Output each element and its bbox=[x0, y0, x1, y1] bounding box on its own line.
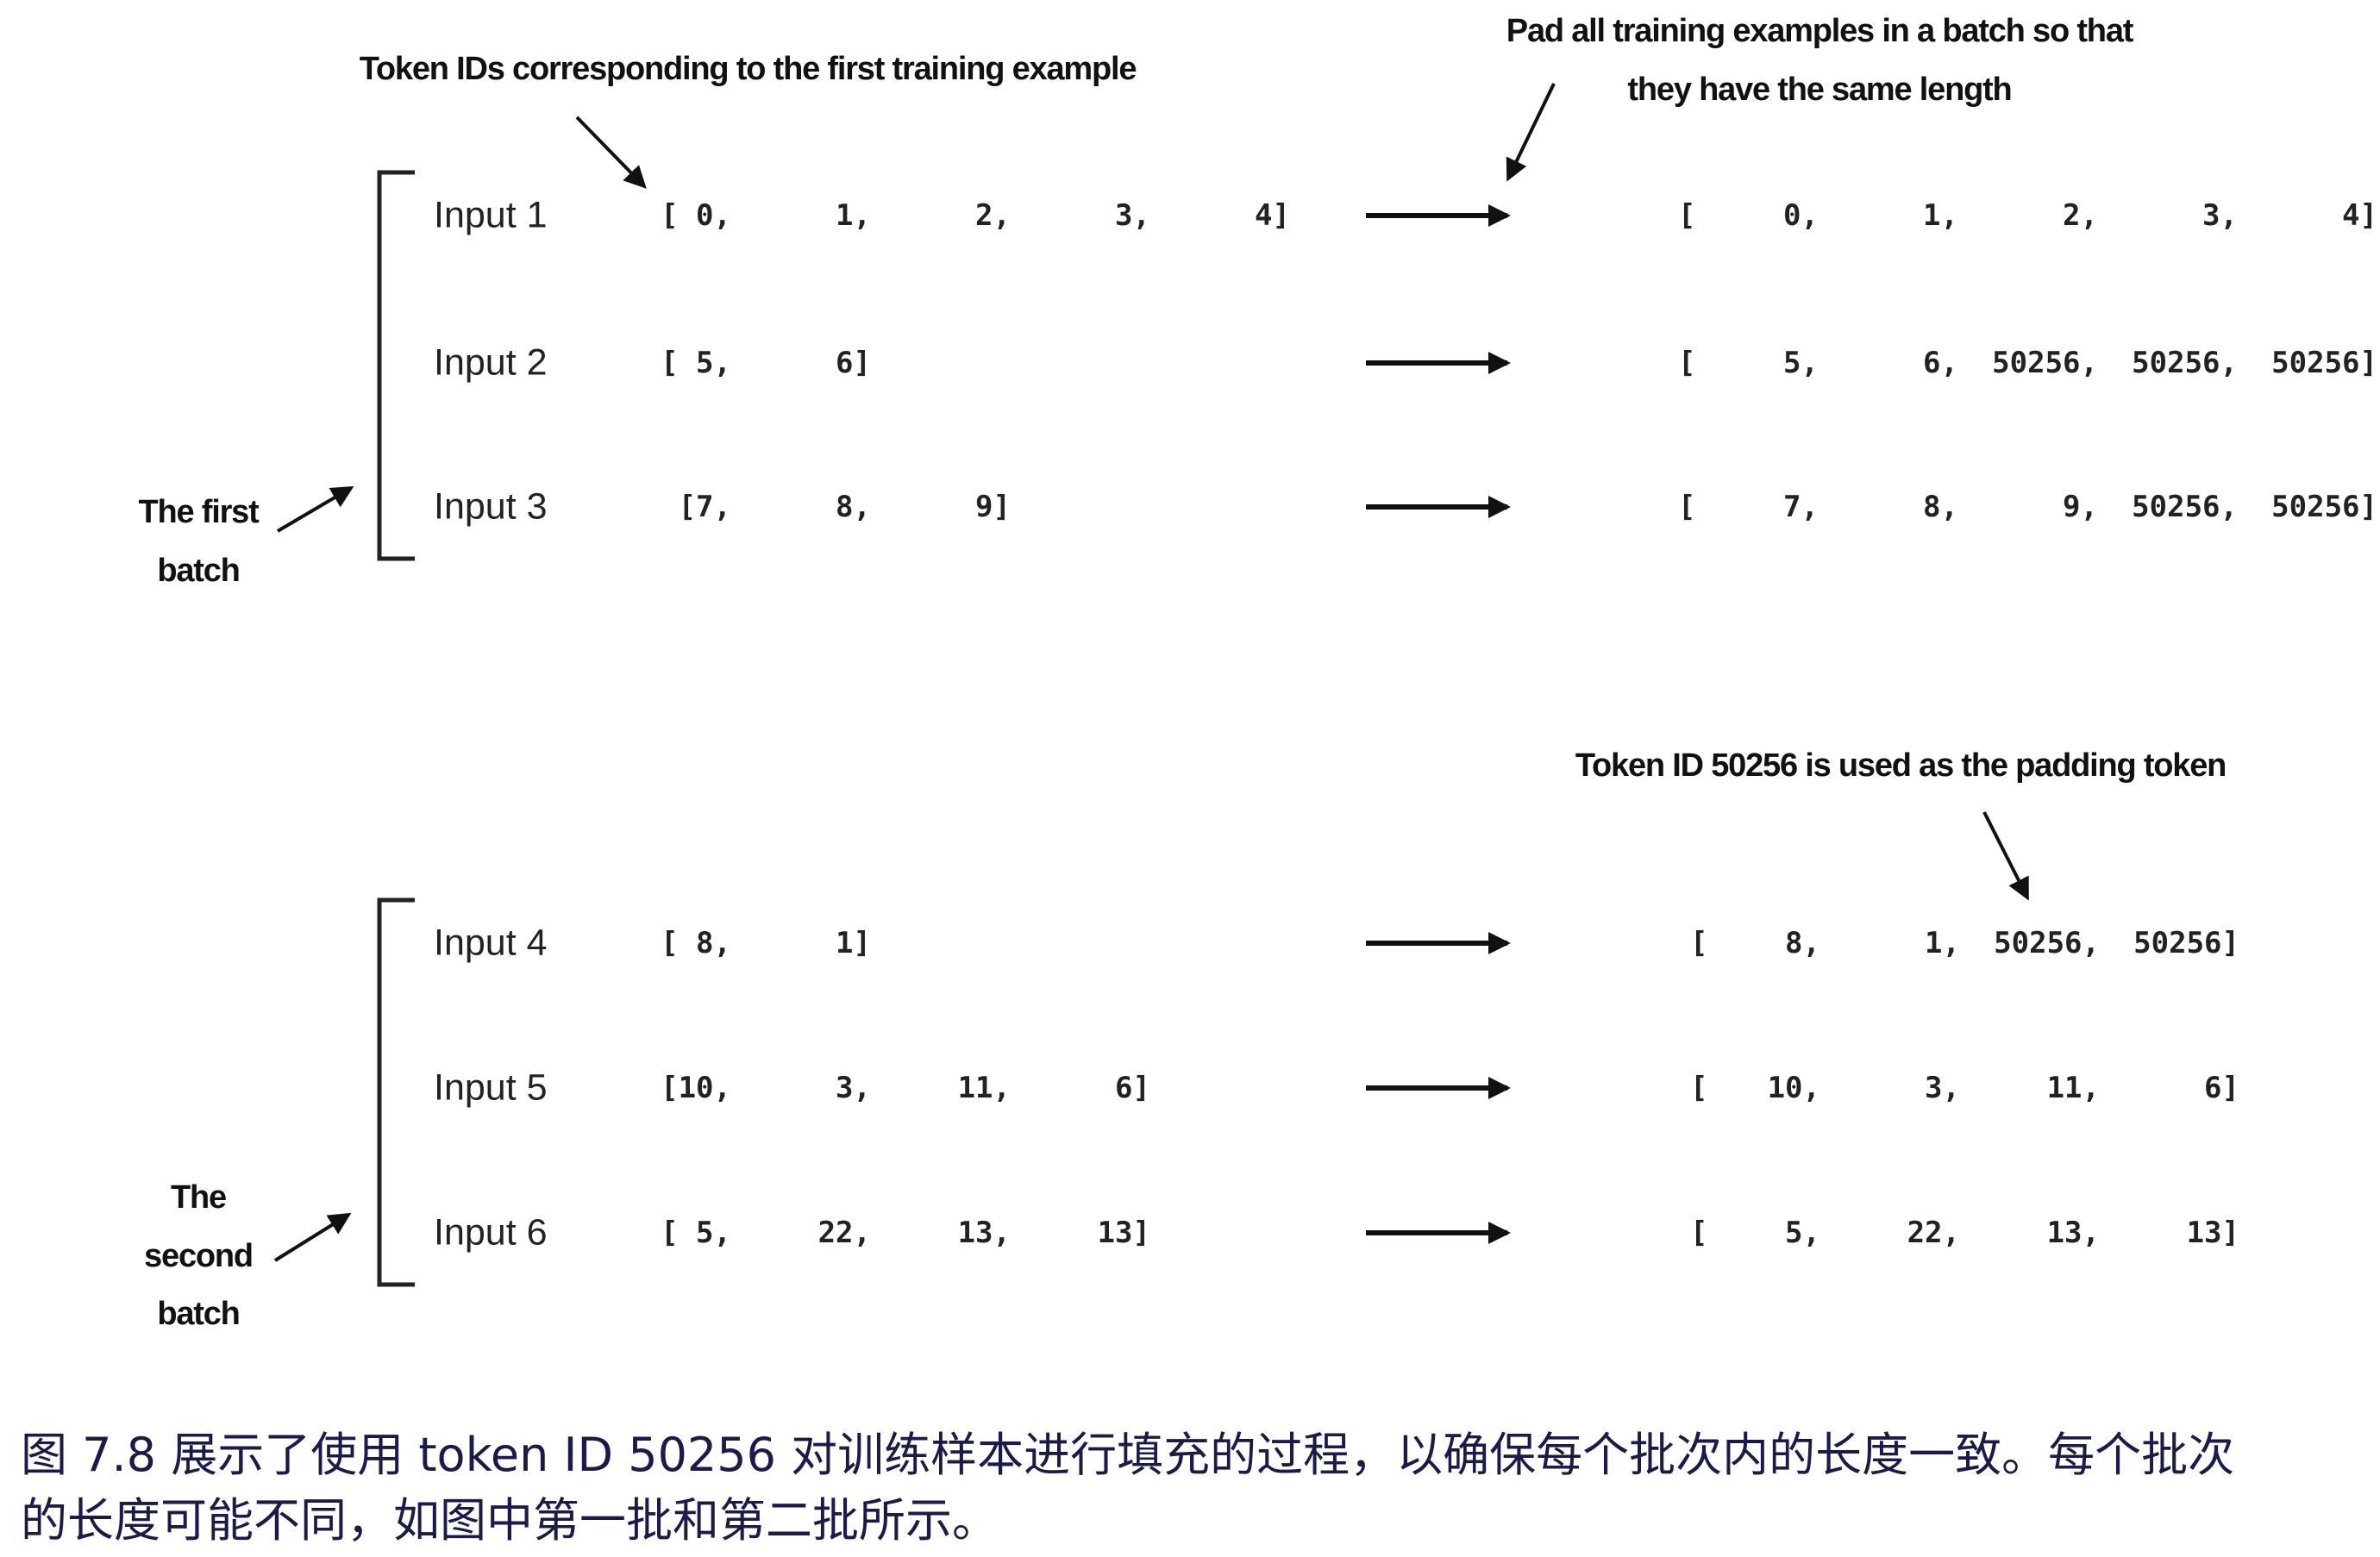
padded-token: 8, bbox=[1923, 490, 1958, 524]
padded-token: 50256, bbox=[2132, 346, 2238, 380]
padded-token: 1, bbox=[1925, 926, 1960, 960]
padded-token: 7, bbox=[1783, 490, 1819, 524]
padded-open-bracket: [ bbox=[1678, 490, 1696, 524]
input-label: Input 1 bbox=[434, 194, 548, 236]
second-batch-label-line3: batch bbox=[157, 1296, 241, 1332]
pad-pointer-arrow bbox=[1506, 83, 1556, 182]
second-batch-label-line1: The bbox=[171, 1179, 227, 1216]
first-example-pointer-arrow bbox=[575, 116, 647, 189]
first-batch-label-line1: The first bbox=[138, 494, 259, 530]
input-token: 3, bbox=[836, 1071, 871, 1105]
input-token: 9] bbox=[975, 490, 1011, 524]
input-token: 6] bbox=[1115, 1071, 1150, 1105]
input-token: 22, bbox=[817, 1216, 871, 1250]
padded-token: 5, bbox=[1785, 1216, 1820, 1250]
padded-token: 4] bbox=[2342, 198, 2377, 233]
input-token: 8, bbox=[836, 490, 871, 524]
input-label: Input 2 bbox=[434, 341, 548, 384]
padded-token: 9, bbox=[2063, 490, 2098, 524]
first-batch-pointer-arrow bbox=[276, 485, 354, 533]
input-token: 3, bbox=[1115, 198, 1150, 233]
padded-token: 2, bbox=[2063, 198, 2098, 233]
padded-token: 3, bbox=[1925, 1071, 1960, 1105]
input-label: Input 4 bbox=[434, 922, 548, 964]
padded-token: 50256] bbox=[2271, 490, 2377, 524]
first-batch-label-line2: batch bbox=[157, 553, 241, 589]
figure-caption: 图 7.8 展示了使用 token ID 50256 对训练样本进行填充的过程，… bbox=[21, 1423, 2366, 1554]
padded-token: 1, bbox=[1923, 198, 1958, 233]
input-label: Input 6 bbox=[434, 1211, 548, 1254]
input-token: 2, bbox=[975, 198, 1011, 233]
padded-token: 8, bbox=[1785, 926, 1820, 960]
padded-token: 5, bbox=[1783, 346, 1819, 380]
padded-token: 50256] bbox=[2133, 926, 2239, 960]
padded-token: 13, bbox=[2046, 1216, 2100, 1250]
input-token: [10, bbox=[661, 1071, 731, 1105]
caption-line1: 图 7.8 展示了使用 token ID 50256 对训练样本进行填充的过程，… bbox=[21, 1428, 2235, 1482]
padded-token: 50256, bbox=[1992, 346, 2098, 380]
input-token: [ 5, bbox=[661, 1216, 731, 1250]
padded-token: 50256, bbox=[2132, 490, 2238, 524]
padded-open-bracket: [ bbox=[1678, 198, 1696, 233]
input-token: 13, bbox=[957, 1216, 1011, 1250]
input-label: Input 5 bbox=[434, 1066, 548, 1109]
input-token: 1] bbox=[836, 926, 871, 960]
input-token: 11, bbox=[957, 1071, 1011, 1105]
second-batch-label-line2: second bbox=[144, 1238, 254, 1274]
padded-token: 50256, bbox=[1994, 926, 2100, 960]
input-token: 6] bbox=[836, 346, 871, 380]
padded-token: 13] bbox=[2186, 1216, 2239, 1250]
padding-token-annotation: Token ID 50256 is used as the padding to… bbox=[1575, 747, 2227, 784]
padded-token: 11, bbox=[2046, 1071, 2100, 1105]
caption-line2: 的长度可能不同，如图中第一批和第二批所示。 bbox=[21, 1493, 999, 1548]
padded-token: 6] bbox=[2204, 1071, 2239, 1105]
padding-token-pointer-arrow bbox=[1982, 811, 2029, 901]
input-token: [ 0, bbox=[661, 198, 731, 233]
padded-open-bracket: [ bbox=[1690, 926, 1708, 960]
padded-token: 3, bbox=[2202, 198, 2238, 233]
input-label: Input 3 bbox=[434, 485, 548, 528]
input-token: 1, bbox=[836, 198, 871, 233]
input-token: [ 8, bbox=[661, 926, 731, 960]
padded-open-bracket: [ bbox=[1690, 1071, 1708, 1105]
padded-token: 22, bbox=[1907, 1216, 1960, 1250]
input-token: [7, bbox=[678, 490, 731, 524]
padded-token: 6, bbox=[1923, 346, 1958, 380]
input-token: 13] bbox=[1097, 1216, 1150, 1250]
second-batch-bracket bbox=[377, 897, 415, 1287]
first-example-annotation: Token IDs corresponding to the first tra… bbox=[359, 51, 1137, 87]
pad-annotation-line1: Pad all training examples in a batch so … bbox=[1506, 13, 2134, 49]
padded-token: 10, bbox=[1767, 1071, 1820, 1105]
padded-token: 0, bbox=[1783, 198, 1819, 233]
input-token: [ 5, bbox=[661, 346, 731, 380]
second-batch-pointer-arrow bbox=[273, 1212, 352, 1262]
first-batch-bracket bbox=[377, 170, 415, 561]
input-token: 4] bbox=[1255, 198, 1290, 233]
pad-annotation-line2: they have the same length bbox=[1627, 72, 2012, 108]
padded-open-bracket: [ bbox=[1678, 346, 1696, 380]
padded-open-bracket: [ bbox=[1690, 1216, 1708, 1250]
padded-token: 50256] bbox=[2271, 346, 2377, 380]
